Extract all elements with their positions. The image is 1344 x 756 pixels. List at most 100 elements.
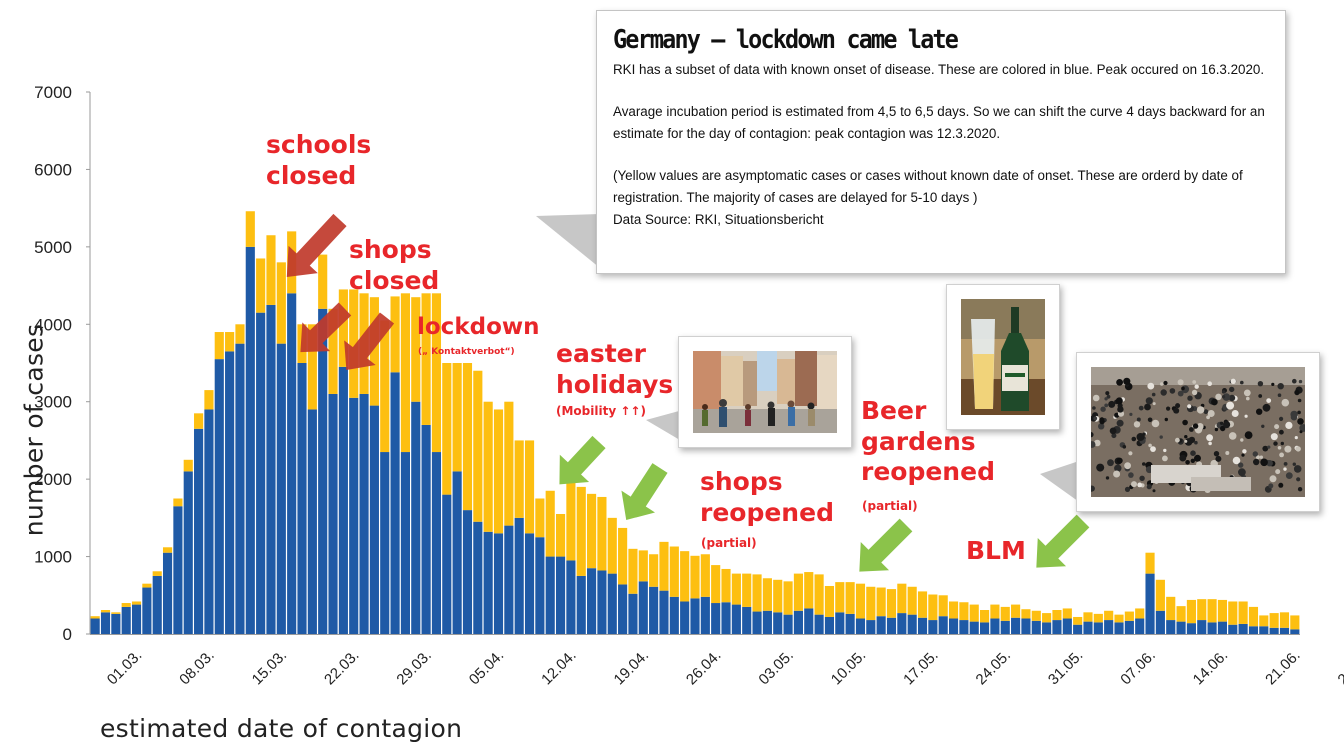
crowd-person [1152, 402, 1156, 406]
bar-known-onset [1000, 620, 1010, 634]
red-arrow-shops-2-icon [344, 312, 395, 371]
x-tick-label: 01.03. [104, 647, 146, 689]
bar-unknown-onset [504, 401, 514, 526]
crowd-person [1229, 386, 1235, 393]
bar-known-onset [276, 343, 286, 634]
bar-known-onset [804, 608, 814, 634]
bar-unknown-onset [1104, 610, 1114, 621]
crowd-person [1252, 451, 1258, 457]
bar-unknown-onset [276, 262, 286, 344]
bar-unknown-onset [1000, 606, 1010, 621]
bar-known-onset [907, 614, 917, 634]
bar-unknown-onset [793, 573, 803, 611]
bar-known-onset [917, 617, 928, 634]
crowd-person [1105, 391, 1110, 396]
bar-known-onset [142, 587, 152, 634]
bar-unknown-onset [762, 578, 772, 611]
bar-known-onset [752, 611, 762, 634]
crowd-person [1222, 393, 1231, 401]
bar-known-onset [1186, 623, 1196, 634]
bar-unknown-onset [1238, 601, 1248, 624]
bar-known-onset [628, 593, 638, 634]
crowd-person [1266, 398, 1272, 403]
x-tick-label: 24.05. [973, 647, 1015, 689]
bar-known-onset [680, 601, 690, 634]
bar-known-onset [514, 517, 524, 634]
bar-unknown-onset [1290, 615, 1300, 630]
crowd-person [1268, 483, 1274, 489]
crowd-person [1244, 414, 1248, 418]
crowd-person [1253, 458, 1260, 466]
x-tick-label: 22.03. [321, 647, 363, 689]
bar-known-onset [359, 393, 369, 634]
crowd-photo-icon [1091, 367, 1305, 497]
x-tick-label: 10.05. [828, 647, 870, 689]
bar-unknown-onset [814, 574, 824, 615]
bar-known-onset [1135, 618, 1145, 634]
crowd-person [1298, 379, 1303, 384]
bar-unknown-onset [1269, 613, 1279, 628]
bar-unknown-onset [245, 211, 255, 247]
bar-unknown-onset [1135, 608, 1145, 619]
bar-unknown-onset [1207, 599, 1217, 623]
crowd-person [1299, 430, 1303, 434]
callout-pointer-photo3 [1040, 460, 1082, 504]
y-tick-label: 3000 [34, 393, 72, 412]
bar-unknown-onset [700, 554, 710, 597]
bar-known-onset [690, 598, 700, 634]
bar-unknown-onset [431, 293, 442, 453]
crowd-person [1294, 436, 1298, 440]
crowd-person [1285, 472, 1293, 479]
bar-known-onset [162, 552, 173, 634]
y-axis: 0 1000 2000 3000 4000 5000 6000 7000 [34, 83, 91, 644]
bar-known-onset [700, 596, 710, 634]
bar-known-onset [266, 304, 276, 634]
crowd-person [1147, 382, 1155, 390]
bar-known-onset [1279, 627, 1290, 634]
crowd-person [1271, 382, 1275, 386]
crowd-person [1100, 406, 1106, 412]
bar-known-onset [980, 622, 990, 634]
bar-unknown-onset [731, 573, 741, 605]
bar-unknown-onset [266, 235, 276, 305]
bar-known-onset [1217, 621, 1227, 634]
bar-unknown-onset [493, 409, 504, 534]
info-paragraph-1: RKI has a subset of data with known onse… [613, 62, 1265, 77]
crowd-person [1277, 383, 1284, 390]
bar-known-onset [866, 620, 876, 634]
bar-known-onset [483, 531, 493, 634]
bar-unknown-onset [659, 541, 669, 591]
crowd-person [1185, 460, 1190, 465]
bar-unknown-onset [535, 498, 545, 538]
bar-known-onset [597, 570, 607, 634]
crowd-person [1124, 462, 1131, 470]
crowd-person [1285, 421, 1293, 429]
crowd-person [1259, 455, 1263, 459]
crowd-person [1215, 455, 1222, 462]
bar-unknown-onset [411, 297, 421, 402]
beer-photo-icon [961, 299, 1045, 415]
bar-known-onset [111, 613, 121, 634]
crowd-person [1160, 382, 1164, 386]
info-title: Germany – lockdown came late [613, 25, 959, 55]
bar-known-onset [524, 533, 535, 634]
bar-known-onset [245, 246, 255, 635]
crowd-person [1116, 419, 1124, 427]
green-arrow-blm-icon [1036, 514, 1090, 568]
crowd-person [1232, 456, 1241, 465]
crowd-person [1223, 421, 1231, 429]
bar-unknown-onset [1145, 552, 1155, 574]
crowd-person [1094, 439, 1101, 447]
bar-unknown-onset [576, 486, 586, 576]
crowd-person [1220, 425, 1226, 432]
crowd-person [1278, 482, 1284, 488]
bar-unknown-onset [907, 586, 917, 615]
bar-unknown-onset [307, 324, 317, 410]
crowd-person [1241, 453, 1245, 457]
bar-known-onset [1042, 622, 1052, 634]
crowd-person [1275, 469, 1281, 475]
crowd-person [1208, 441, 1212, 446]
crowd-person [1091, 441, 1096, 448]
bar-unknown-onset [1062, 608, 1072, 619]
bar-unknown-onset [917, 591, 928, 618]
